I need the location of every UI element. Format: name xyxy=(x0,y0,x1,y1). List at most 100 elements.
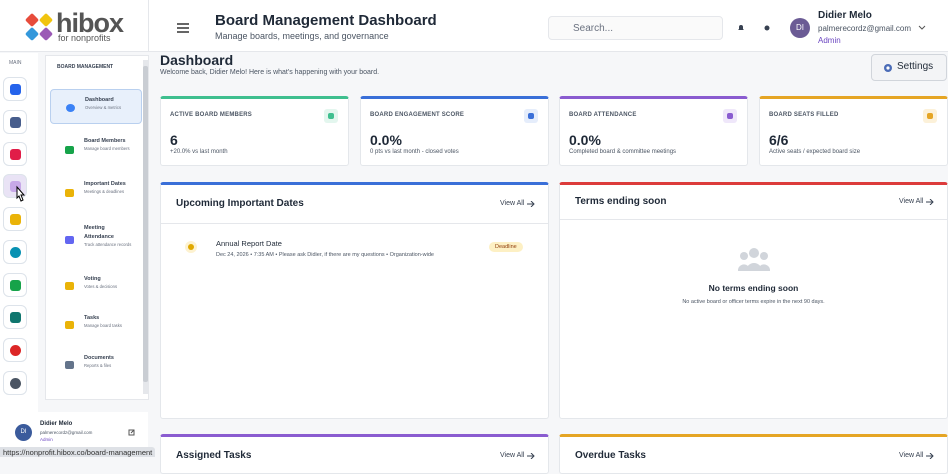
sidebar-user-email: palmerecordz@gmail.com xyxy=(40,430,93,435)
stat-value: 6 xyxy=(170,132,178,148)
upcoming-panel: Upcoming Important Dates View All Annual… xyxy=(160,182,549,419)
stat-value: 0.0% xyxy=(569,132,601,148)
sidebar-item-desc: Meetings & deadlines xyxy=(84,189,125,194)
rail-label: MAIN xyxy=(9,60,22,66)
rail-button[interactable] xyxy=(3,77,27,101)
sidebar-item-title: Tasks xyxy=(84,315,100,321)
panel-title: Assigned Tasks xyxy=(176,450,252,461)
stat-note: Active seats / expected board size xyxy=(769,149,861,155)
stat-note: Completed board & committee meetings xyxy=(569,149,677,155)
stat-label: ACTIVE BOARD MEMBERS xyxy=(170,112,253,118)
view-all[interactable]: View All xyxy=(899,198,924,205)
sidebar-item-desc: Overview & metrics xyxy=(85,105,122,110)
stat-icon xyxy=(723,109,737,123)
sidebar-item-icon xyxy=(65,361,74,369)
terms-panel: Terms ending soon View All No terms endi… xyxy=(559,182,948,419)
sidebar-item-icon xyxy=(65,189,74,197)
sidebar-item[interactable]: Board Members Manage board members xyxy=(50,131,142,169)
sidebar-section: BOARD MANAGEMENT xyxy=(57,64,114,70)
rail-button[interactable] xyxy=(3,110,27,134)
sidebar-user: DI Didier Melo palmerecordz@gmail.com Ad… xyxy=(0,412,148,448)
rail-button[interactable] xyxy=(3,142,27,166)
event-badge: Deadline xyxy=(489,242,523,252)
sidebar-item-icon xyxy=(65,236,74,244)
rail-button[interactable] xyxy=(3,338,27,362)
rail-button[interactable] xyxy=(3,207,27,231)
arrow-icon xyxy=(527,453,535,459)
event-icon xyxy=(185,241,197,253)
sidebar-nav: Dashboard Overview & metrics Board Members… xyxy=(46,56,142,399)
sidebar-item-icon xyxy=(65,282,74,290)
settings-button[interactable]: Settings xyxy=(871,54,947,81)
view-all[interactable]: View All xyxy=(500,452,525,459)
rail-button[interactable] xyxy=(3,305,27,329)
logo-mark xyxy=(25,13,53,41)
stat-icon xyxy=(923,109,937,123)
page-title: Dashboard xyxy=(160,52,234,68)
panel-title: Overdue Tasks xyxy=(575,450,646,461)
stat-card: BOARD ENGAGEMENT SCORE 0.0% 0 pts vs last … xyxy=(360,96,549,166)
sidebar-item[interactable]: Voting Votes & decisions xyxy=(50,269,142,303)
stat-note: +20.0% vs last month xyxy=(170,149,228,155)
stat-label: BOARD ATTENDANCE xyxy=(569,112,637,118)
header-title: Board Management Dashboard xyxy=(215,12,437,29)
sidebar-item-title: Board Members xyxy=(84,138,126,144)
empty-text: No active board or officer terms expire … xyxy=(682,299,825,305)
stat-card: BOARD SEATS FILLED 6/6 Active seats / expe… xyxy=(759,96,948,166)
user-menu-caret[interactable] xyxy=(918,25,926,31)
stat-label: BOARD ENGAGEMENT SCORE xyxy=(370,112,465,118)
search-placeholder: Search... xyxy=(573,23,614,34)
sidebar-item[interactable]: Important Dates Meetings & deadlines xyxy=(50,174,142,212)
rail-button[interactable] xyxy=(3,240,27,264)
page-welcome: Welcome back, Didier Melo! Here is what'… xyxy=(160,69,380,76)
sidebar-item-icon xyxy=(65,146,74,154)
logout-icon[interactable] xyxy=(128,429,135,436)
status-url: https://nonprofit.hibox.co/board-managem… xyxy=(0,447,156,457)
icon-rail: MAIN xyxy=(0,53,38,448)
sidebar-avatar: DI xyxy=(15,424,32,441)
sidebar-item[interactable]: Meeting Attendance Track attendance recor… xyxy=(50,216,142,264)
sidebar-user-name: Didier Melo xyxy=(40,421,73,427)
rail-button[interactable] xyxy=(3,273,27,297)
sidebar-item-desc: Reports & files xyxy=(84,363,112,368)
stat-icon xyxy=(524,109,538,123)
stat-label: BOARD SEATS FILLED xyxy=(769,112,839,118)
stat-card: BOARD ATTENDANCE 0.0% Completed board & co… xyxy=(559,96,748,166)
sidebar-item[interactable]: Documents Reports & files xyxy=(50,348,142,382)
user-avatar[interactable]: DI xyxy=(790,18,810,38)
search-box[interactable]: Search... xyxy=(548,16,723,40)
settings-label: Settings xyxy=(897,61,934,72)
sidebar-item[interactable]: Dashboard Overview & metrics xyxy=(50,89,142,124)
stat-value: 6/6 xyxy=(769,132,789,148)
stats-row: ACTIVE BOARD MEMBERS 6 +20.0% vs last mont… xyxy=(0,0,948,166)
theme-icon[interactable] xyxy=(763,24,771,32)
assigned-panel: Assigned Tasks View All xyxy=(160,434,549,474)
stat-icon-glyph xyxy=(727,113,733,119)
stat-value: 0.0% xyxy=(370,132,402,148)
arrow-icon xyxy=(527,201,535,207)
notification-icon[interactable] xyxy=(737,24,745,32)
empty-title: No terms ending soon xyxy=(708,283,799,293)
stat-icon xyxy=(324,109,338,123)
scrollbar xyxy=(143,60,148,394)
sidebar-item-title: Meeting Attendance xyxy=(84,225,114,240)
sidebar-item-icon xyxy=(65,321,74,329)
sidebar-item-title: Dashboard xyxy=(85,97,114,103)
stat-icon-glyph xyxy=(328,113,334,119)
user-name: Didier Melo xyxy=(818,10,872,21)
menu-button[interactable] xyxy=(177,23,189,33)
view-all[interactable]: View All xyxy=(899,452,924,459)
view-all[interactable]: View All xyxy=(500,200,525,207)
event-item[interactable]: Annual Report Date Dec 24, 2026 • 7:35 A… xyxy=(171,233,539,263)
sidebar-item-desc: Votes & decisions xyxy=(84,284,118,289)
user-role: Admin xyxy=(818,36,841,45)
logo-name: hibox xyxy=(56,8,124,38)
panel-title: Upcoming Important Dates xyxy=(176,198,304,209)
logo-tagline: for nonprofits xyxy=(58,33,111,43)
avatar-initials: DI xyxy=(20,429,27,435)
empty-icon xyxy=(738,248,770,271)
stat-icon-glyph xyxy=(927,113,933,119)
rail-button[interactable] xyxy=(3,371,27,395)
sidebar-item[interactable]: Tasks Manage board tasks xyxy=(50,308,142,342)
